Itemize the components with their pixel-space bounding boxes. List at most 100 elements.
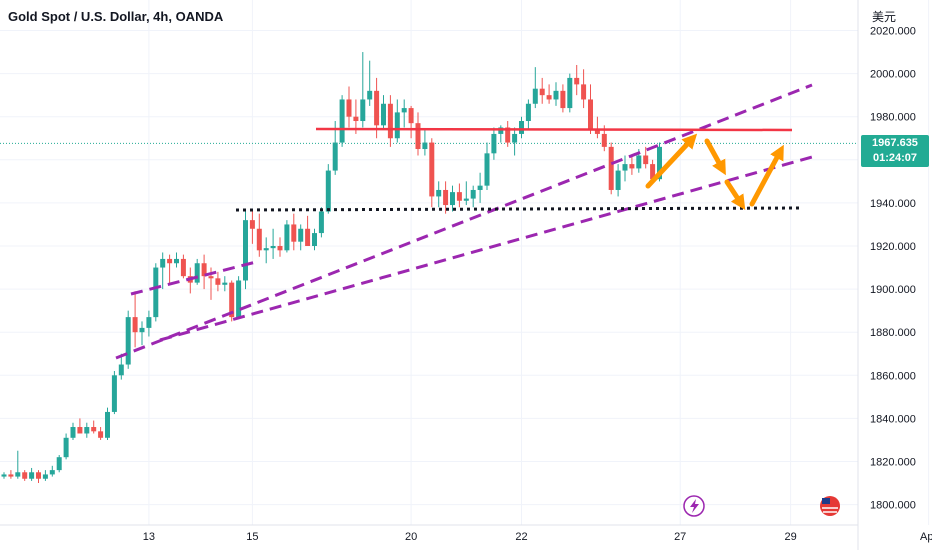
candle <box>249 209 255 244</box>
candle-body <box>477 185 483 190</box>
candle <box>594 116 600 139</box>
candle <box>567 73 573 113</box>
candle <box>339 95 345 147</box>
drawing-layer <box>115 83 813 360</box>
candle-body <box>180 258 186 277</box>
candle <box>180 254 186 279</box>
candle-body <box>401 108 407 113</box>
candle-body <box>657 146 662 180</box>
candle <box>29 467 35 481</box>
candle-body <box>532 88 538 104</box>
candle <box>167 254 173 285</box>
candle-body <box>581 84 587 100</box>
candle-body <box>650 164 656 180</box>
candle-body <box>450 192 455 206</box>
upper-channel-line <box>115 83 813 360</box>
candle-body <box>22 472 28 479</box>
candle <box>422 129 428 156</box>
candle <box>243 209 248 290</box>
candle <box>408 105 414 139</box>
candle-body <box>36 472 41 479</box>
candle <box>574 64 580 96</box>
candle-body <box>484 153 490 186</box>
candle-body <box>394 112 400 139</box>
candle-body <box>629 164 635 169</box>
candle-body <box>505 127 511 143</box>
candle <box>305 215 311 246</box>
candle-body <box>325 170 331 212</box>
candle <box>477 172 483 203</box>
candle <box>42 470 48 481</box>
candle-layer <box>1 52 662 484</box>
candle <box>346 86 352 128</box>
x-tick-label: 29 <box>784 531 796 543</box>
candle <box>194 258 200 285</box>
candle-body <box>387 103 393 139</box>
candle-body <box>643 155 649 165</box>
candle <box>291 213 297 251</box>
candle-body <box>546 95 552 100</box>
candle <box>622 155 628 182</box>
candle-body <box>512 133 518 143</box>
candle-body <box>360 99 366 122</box>
candle-body <box>132 317 138 333</box>
candle <box>277 237 283 257</box>
candle <box>387 95 393 147</box>
candle-body <box>77 427 83 434</box>
candle-body <box>560 90 566 109</box>
candle <box>263 237 269 264</box>
candle-body <box>367 90 373 100</box>
candle-body <box>422 142 428 150</box>
candle <box>450 185 455 212</box>
candle-body <box>263 248 269 251</box>
candle <box>84 422 90 438</box>
candle-body <box>256 228 262 251</box>
candle <box>484 142 490 190</box>
candle-body <box>312 233 317 246</box>
candle-body <box>622 164 628 171</box>
candle <box>222 276 228 292</box>
candle <box>256 213 262 257</box>
candle <box>270 228 276 259</box>
y-tick-label: 1940.000 <box>870 198 916 210</box>
candle-body <box>574 77 580 85</box>
candle-body <box>105 411 110 438</box>
candle-body <box>636 155 642 169</box>
candle <box>553 82 559 106</box>
candle-body <box>167 258 173 264</box>
candle <box>560 84 566 113</box>
candle-body <box>429 142 435 197</box>
candle-body <box>519 121 524 134</box>
candle <box>401 99 407 128</box>
candle-body <box>56 457 62 471</box>
candle-body <box>84 427 90 434</box>
y-tick-label: 1860.000 <box>870 370 916 382</box>
support-dotted-line <box>235 206 801 212</box>
candle-body <box>236 280 242 318</box>
candle-body <box>15 472 21 477</box>
candle-body <box>215 278 221 285</box>
candle-body <box>553 90 559 100</box>
candle-body <box>243 220 248 281</box>
candle <box>56 455 62 473</box>
candle-body <box>374 90 380 126</box>
candle <box>491 127 497 160</box>
candle <box>360 52 366 128</box>
us-flag-icon <box>820 496 840 516</box>
candle <box>160 252 166 290</box>
candle <box>229 280 235 322</box>
candle-body <box>608 146 614 190</box>
candle <box>49 465 55 477</box>
candle-body <box>615 170 621 190</box>
bar-countdown: 01:24:07 <box>872 152 918 164</box>
candle-body <box>298 228 304 242</box>
candle-body <box>208 276 214 279</box>
candle <box>367 60 373 106</box>
candle-body <box>70 427 76 438</box>
candle <box>525 99 531 130</box>
lightning-icon <box>683 495 705 517</box>
candle <box>588 84 593 134</box>
candle-body <box>270 246 276 249</box>
candle <box>470 185 476 208</box>
